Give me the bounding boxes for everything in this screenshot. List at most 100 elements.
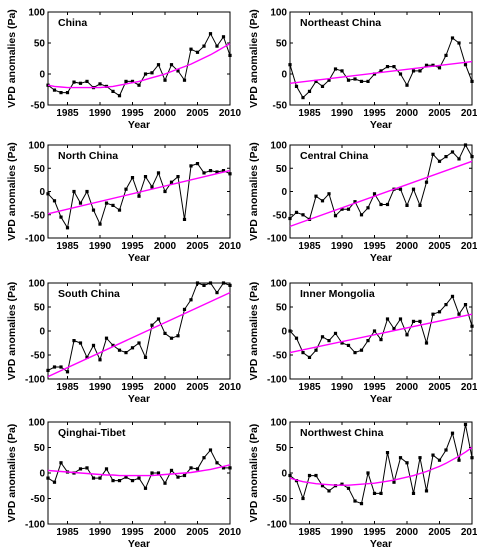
- x-tick-label: 1995: [363, 527, 386, 538]
- data-point: [137, 476, 141, 480]
- y-tick-label: 100: [28, 8, 45, 19]
- data-point: [385, 451, 390, 455]
- x-axis-label: Year: [128, 538, 150, 550]
- y-tick-label: 100: [28, 418, 45, 429]
- x-tick-label: 1995: [121, 241, 144, 252]
- data-point: [463, 303, 468, 307]
- data-point: [215, 44, 219, 48]
- data-point: [85, 355, 89, 359]
- data-point: [327, 339, 331, 343]
- data-point: [320, 335, 325, 339]
- data-point: [450, 150, 455, 154]
- data-point: [182, 78, 187, 82]
- data-point: [457, 157, 461, 161]
- data-point: [372, 72, 377, 76]
- data-point: [307, 89, 312, 93]
- x-tick-label: 1985: [298, 382, 321, 393]
- y-tick-label: 50: [34, 303, 46, 314]
- x-axis-label: Year: [128, 252, 150, 264]
- data-point: [169, 180, 174, 184]
- y-tick-label: -100: [25, 234, 45, 245]
- x-tick-label: 1990: [89, 241, 112, 252]
- data-point: [340, 341, 344, 345]
- y-tick-label: -50: [31, 101, 46, 112]
- trend-line: [47, 291, 231, 378]
- data-point: [307, 355, 312, 359]
- data-point: [228, 172, 232, 176]
- data-point: [405, 333, 409, 337]
- y-axis-label: VPD anomalies (Pa): [6, 142, 18, 241]
- x-tick-label: 2000: [396, 108, 419, 119]
- data-point: [52, 199, 57, 203]
- y-tick-label: 100: [270, 418, 287, 429]
- data-point: [359, 213, 364, 217]
- data-point: [72, 339, 76, 343]
- data-point: [385, 317, 390, 321]
- data-point: [353, 200, 357, 204]
- panel-title: Northeast China: [300, 17, 381, 29]
- data-point: [398, 317, 403, 321]
- data-point: [431, 152, 435, 156]
- data-point: [156, 317, 161, 321]
- x-tick-label: 1990: [331, 527, 354, 538]
- data-point: [431, 312, 435, 316]
- x-tick-label: 1995: [121, 527, 144, 538]
- data-point: [85, 79, 89, 83]
- y-tick-label: 100: [28, 279, 45, 290]
- data-point: [104, 201, 109, 205]
- data-point: [150, 71, 154, 75]
- data-point: [288, 329, 292, 333]
- x-tick-label: 1995: [363, 382, 386, 393]
- data-point: [143, 175, 148, 179]
- data-point: [59, 215, 63, 219]
- data-point: [346, 486, 351, 490]
- y-axis-label: VPD anomalies (Pa): [6, 424, 18, 523]
- x-tick-label: 1985: [298, 108, 321, 119]
- y-tick-label: 50: [34, 39, 46, 50]
- data-point: [98, 82, 102, 86]
- data-point: [294, 210, 299, 214]
- data-point: [52, 88, 57, 92]
- y-tick-label: 50: [276, 164, 288, 175]
- x-tick-label: 2005: [186, 241, 209, 252]
- data-point: [398, 456, 403, 460]
- y-axis-label: VPD anomalies (Pa): [248, 424, 260, 523]
- data-point: [65, 91, 70, 95]
- panel-northwest-china: -100 -50 0 50 100 1985 1990 1995 2000 2005 2010 Nor…: [248, 418, 477, 550]
- data-point: [333, 67, 338, 71]
- data-point: [195, 50, 200, 54]
- data-point: [150, 185, 154, 189]
- data-point: [137, 341, 141, 345]
- data-point: [405, 203, 409, 207]
- data-point: [385, 202, 390, 207]
- data-point: [143, 355, 148, 359]
- x-tick-label: 2005: [186, 382, 209, 393]
- data-point: [457, 312, 461, 316]
- data-point: [346, 207, 351, 211]
- data-point: [52, 365, 57, 369]
- data-point: [411, 187, 416, 191]
- x-tick-label: 2010: [461, 108, 477, 119]
- data-point: [444, 448, 448, 452]
- data-point: [78, 341, 83, 345]
- y-tick-label: 50: [34, 164, 46, 175]
- data-point: [301, 351, 305, 355]
- data-point: [91, 343, 96, 347]
- data-point: [189, 298, 193, 302]
- x-tick-label: 2010: [219, 241, 242, 252]
- x-tick-label: 1995: [121, 108, 144, 119]
- data-point: [340, 482, 344, 486]
- data-point: [182, 217, 187, 221]
- data-point: [221, 169, 226, 173]
- data-point: [46, 368, 50, 372]
- x-tick-label: 2000: [154, 382, 177, 393]
- data-point: [385, 65, 390, 69]
- data-point: [411, 319, 416, 323]
- y-tick-label: 0: [39, 469, 45, 480]
- x-tick-label: 2010: [219, 382, 242, 393]
- data-point: [98, 476, 102, 480]
- data-point: [340, 69, 344, 73]
- y-tick-label: 0: [39, 70, 45, 81]
- panel-title: Central China: [300, 150, 368, 162]
- data-point: [91, 476, 96, 480]
